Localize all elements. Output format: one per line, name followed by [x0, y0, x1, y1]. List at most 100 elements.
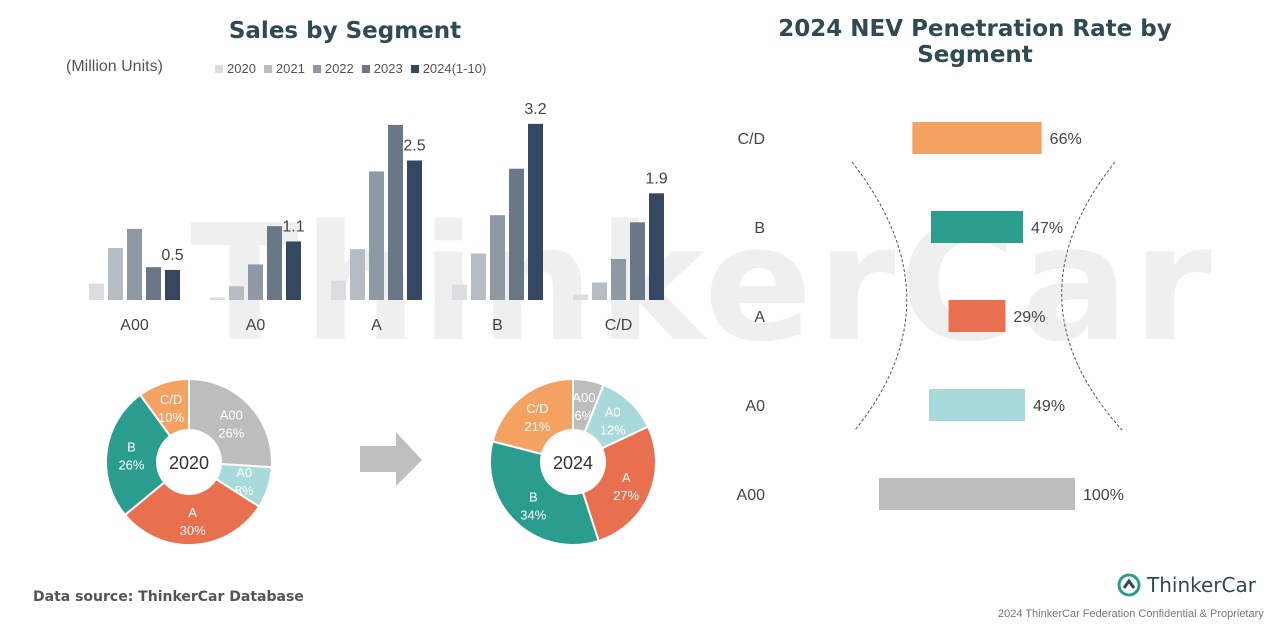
bar-A00-2024(1-10) — [165, 269, 180, 300]
pie-slice-pct: 21% — [524, 419, 550, 434]
bar-A00-2023 — [146, 267, 161, 300]
penetration-value-label: 66% — [1050, 131, 1082, 148]
pie-slice-label: B — [529, 489, 538, 504]
legend-swatch — [312, 64, 321, 73]
bar-C/D-2021 — [592, 282, 607, 300]
legend-label: 2024(1-10) — [422, 61, 487, 76]
bar-A00-2020 — [89, 283, 104, 300]
penetration-category-label: A00 — [737, 487, 766, 504]
penetration-value-label: 49% — [1033, 398, 1065, 415]
bar-B-2021 — [471, 253, 486, 300]
pie-slice-pct: 12% — [600, 423, 626, 438]
bar-data-label: 3.2 — [524, 101, 546, 118]
bar-C/D-2020 — [573, 294, 588, 300]
penetration-bar-A0 — [928, 389, 1026, 421]
bar-A-2022 — [369, 171, 384, 300]
bar-data-label: 1.9 — [645, 170, 667, 187]
pie-slice-pct: 26% — [118, 458, 144, 473]
pie-slice-label: C/D — [160, 392, 182, 407]
brand-logo-icon — [1117, 573, 1141, 597]
legend-item-2022: 2022 — [312, 61, 354, 76]
legend-label: 2020 — [227, 61, 256, 76]
penetration-value-label: 29% — [1013, 309, 1045, 326]
penetration-category-label: A0 — [745, 398, 765, 415]
pie-slice-pct: 30% — [180, 523, 206, 538]
decorative-arc-left — [851, 161, 908, 431]
legend-swatch — [215, 64, 223, 73]
legend-item-2020: 2020 — [215, 61, 256, 76]
legend-label: 2022 — [324, 61, 354, 76]
sales-legend: 2020 2021 2022 2023 2024(1-10) — [215, 61, 486, 76]
bar-A-2021 — [350, 249, 365, 300]
penetration-category-label: B — [754, 220, 765, 237]
bar-A0-2020 — [210, 297, 225, 300]
bar-data-label: 0.5 — [161, 247, 183, 264]
pie-slice-C/D — [138, 377, 190, 438]
penetration-bar-A — [948, 300, 1006, 332]
pie-slice-label: A0 — [236, 465, 252, 480]
pie-center-label: 2024 — [553, 453, 593, 473]
bar-C/D-2024(1-10) — [649, 193, 664, 300]
x-tick-label: B — [492, 317, 503, 334]
bar-data-label: 2.5 — [403, 138, 425, 155]
bar-A0-2023 — [267, 226, 282, 300]
pie-slice-label: A00 — [572, 390, 595, 405]
legend-label: 2023 — [373, 61, 403, 76]
legal-notice: 2024 ThinkerCar Federation Confidential … — [998, 608, 1264, 620]
bar-data-label: 1.1 — [282, 218, 304, 235]
penetration-bar-C/D — [912, 122, 1042, 154]
penetration-bar-A00 — [879, 478, 1075, 510]
penetration-chart-title: 2024 NEV Penetration Rate by Segment — [778, 16, 1172, 68]
bar-A00-2022 — [127, 228, 142, 300]
bar-B-2023 — [509, 168, 524, 300]
pie-slice-label: A — [188, 505, 197, 520]
sales-chart-title: Sales by Segment — [228, 18, 462, 44]
bar-A-2020 — [331, 280, 346, 300]
pie-slice-pct: 26% — [218, 425, 244, 440]
pie-slice-pct: 10% — [158, 410, 184, 425]
decorative-arc-right — [1061, 161, 1123, 431]
pie-slice-label: A0 — [605, 405, 621, 420]
legend-swatch — [361, 64, 370, 73]
data-source: Data source: ThinkerCar Database — [33, 589, 304, 605]
brand-name: ThinkerCar — [1147, 573, 1256, 597]
legend-swatch — [263, 64, 272, 73]
legend-label: 2021 — [275, 61, 305, 76]
pie-slice-label: C/D — [526, 401, 548, 416]
pie-slice-pct: 34% — [520, 507, 546, 522]
pie-slice-B — [105, 393, 172, 517]
legend-swatch — [410, 64, 419, 73]
x-tick-label: A — [371, 317, 382, 334]
bar-C/D-2023 — [630, 222, 645, 300]
x-tick-label: A00 — [120, 317, 149, 334]
brand-logo: ThinkerCar — [1117, 573, 1256, 597]
pie-slice-A — [123, 477, 261, 546]
bar-B-2024(1-10) — [528, 123, 543, 300]
legend-item-2021: 2021 — [263, 61, 305, 76]
penetration-category-label: A — [754, 309, 765, 326]
bar-A0-2024(1-10) — [286, 241, 301, 300]
bar-A0-2021 — [229, 286, 244, 300]
penetration-value-label: 100% — [1083, 487, 1124, 504]
pie-slice-label: A00 — [220, 407, 243, 422]
penetration-bar-B — [930, 211, 1024, 243]
pie-slice-label: A — [622, 470, 631, 485]
bar-B-2020 — [452, 284, 467, 300]
pie-slice-C/D — [491, 377, 574, 456]
bar-A-2023 — [388, 124, 403, 300]
pie-slice-label: B — [127, 440, 136, 455]
pie-center-label: 2020 — [169, 453, 209, 473]
arrow-right-icon — [360, 432, 422, 486]
legend-item-2024(1-10): 2024(1-10) — [410, 61, 487, 76]
pie-slice-pct: 27% — [613, 488, 639, 503]
x-tick-label: A0 — [246, 317, 266, 334]
x-tick-label: C/D — [605, 317, 633, 334]
bar-C/D-2022 — [611, 258, 626, 300]
bar-A-2024(1-10) — [407, 160, 422, 300]
pie-slice-B — [489, 440, 600, 546]
pie-slice-A — [581, 425, 657, 543]
penetration-value-label: 47% — [1031, 220, 1063, 237]
unit-label: (Million Units) — [66, 58, 163, 75]
bar-A00-2021 — [108, 248, 123, 300]
